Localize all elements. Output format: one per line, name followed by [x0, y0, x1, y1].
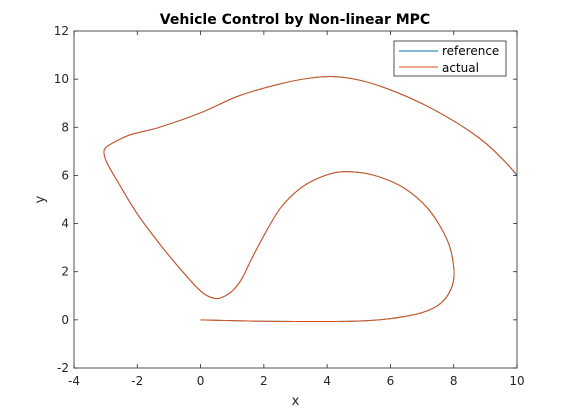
y-tick-label: 6 [61, 168, 69, 182]
y-tick-label: 4 [61, 217, 69, 231]
legend: reference actual [393, 40, 507, 77]
axes-box [73, 30, 518, 369]
x-tick-label: 0 [197, 374, 205, 388]
legend-box [393, 40, 507, 77]
x-tick-label: 2 [260, 374, 268, 388]
x-tick-label: 10 [509, 374, 524, 388]
series-line-actual [103, 76, 516, 323]
y-tick-label: 0 [61, 313, 69, 327]
y-tick-label: 2 [61, 265, 69, 279]
y-tick-label: 8 [61, 120, 69, 134]
x-tick-label: -4 [68, 374, 80, 388]
plot-background [74, 31, 517, 368]
x-tick-label: 8 [450, 374, 458, 388]
y-tick-label: -2 [57, 361, 69, 375]
chart-title: Vehicle Control by Non-linear MPC [160, 12, 430, 28]
series-layer [103, 76, 518, 323]
x-tick-label: -2 [131, 374, 143, 388]
x-tick-label: 4 [323, 374, 331, 388]
plot-area [74, 31, 517, 368]
y-tick-label: 10 [54, 72, 69, 86]
legend-label-reference: reference [442, 44, 499, 58]
y-tick-label: 12 [54, 24, 69, 38]
x-axis-label: x [292, 394, 300, 409]
y-axis-label: y [33, 195, 48, 203]
legend-label-actual: actual [442, 61, 479, 75]
x-tick-label: 6 [387, 374, 395, 388]
